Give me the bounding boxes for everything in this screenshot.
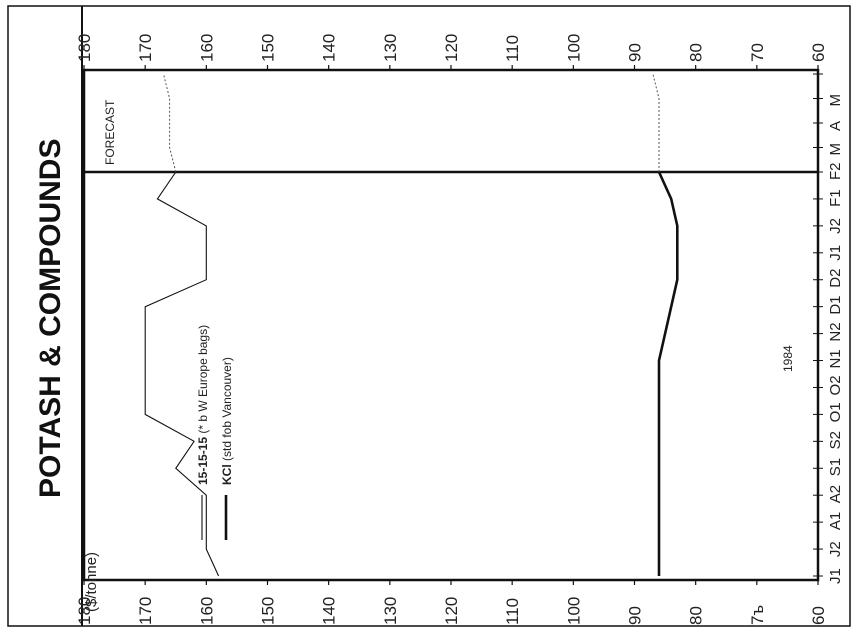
month-label: O2	[827, 375, 844, 395]
month-label: S2	[827, 431, 844, 449]
tick-top-90: 90	[626, 43, 645, 62]
plot-frame	[82, 68, 820, 582]
month-label: O1	[827, 402, 844, 422]
forecast-line-15-15-15	[163, 73, 177, 173]
tick-bottom-110: 110	[503, 598, 522, 625]
tick-bottom-150: 150	[259, 597, 278, 625]
chart-title: POTASH & COMPOUNDS	[34, 139, 67, 498]
series-line-15-15-15	[144, 171, 220, 577]
month-label: A1	[827, 512, 844, 530]
tick-bottom-120: 120	[442, 597, 461, 625]
tick-top-140: 140	[320, 34, 339, 62]
forecast-label: FORECAST	[103, 99, 117, 165]
series-line-KCl	[657, 171, 679, 576]
month-label: J2	[827, 541, 844, 557]
tick-top-80: 80	[687, 43, 706, 62]
month-label: S1	[827, 458, 844, 476]
tick-top-180: 180	[75, 34, 94, 62]
tick-bottom-60: 60	[809, 606, 828, 625]
month-label: F2	[827, 162, 844, 180]
tick-top-130: 130	[381, 34, 400, 62]
month-label: N1	[827, 349, 844, 368]
month-label: A	[827, 121, 844, 131]
month-label: F1	[827, 189, 844, 207]
tick-top-150: 150	[259, 34, 278, 62]
month-label: J1	[827, 245, 844, 261]
tick-bottom-100: 100	[564, 597, 583, 625]
tick-bottom-160: 160	[197, 597, 216, 625]
tick-bottom-170: 170	[136, 597, 155, 625]
tick-bottom-90: 90	[626, 606, 645, 625]
tick-top-70: 70	[748, 43, 767, 62]
legend-label-KCl: KCl (std fob Vancouver)	[220, 357, 234, 485]
tick-top-160: 160	[197, 34, 216, 62]
month-label: D2	[827, 269, 844, 288]
month-label: N2	[827, 322, 844, 341]
month-label: M	[827, 143, 844, 156]
tick-bottom-140: 140	[320, 597, 339, 625]
tick-bottom-80: 80	[687, 606, 706, 625]
tick-bottom-130: 130	[381, 597, 400, 625]
tick-bottom-70: 7ъ	[748, 605, 767, 625]
y-axis-label: ($/tonne)	[83, 552, 100, 612]
tick-top-100: 100	[564, 34, 583, 62]
month-label: A2	[827, 485, 844, 503]
month-label: M	[827, 94, 844, 107]
legend-label-15-15-15: 15-15-15 (* b W Europe bags)	[196, 325, 210, 485]
tick-top-60: 60	[809, 43, 828, 62]
month-label: D1	[827, 295, 844, 314]
forecast-line-KCl	[652, 73, 660, 172]
tick-top-170: 170	[136, 34, 155, 62]
outer-frame	[7, 5, 851, 627]
month-label: J2	[827, 218, 844, 234]
month-label: J1	[827, 568, 844, 584]
tick-top-120: 120	[442, 34, 461, 62]
tick-bottom-180: 180	[75, 597, 94, 625]
year-label: 1984	[781, 345, 795, 372]
tick-top-110: 110	[503, 35, 522, 62]
